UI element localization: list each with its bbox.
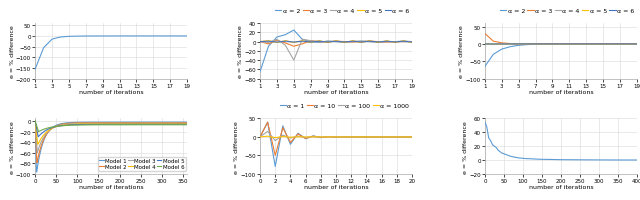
Legend: α = 1, α = 10, α = 100, α = 1000: α = 1, α = 10, α = 100, α = 1000 [277,101,412,111]
Y-axis label: e = % difference: e = % difference [238,25,243,78]
Y-axis label: e = % difference: e = % difference [234,120,239,173]
X-axis label: number of iterations: number of iterations [304,90,368,95]
X-axis label: number of iterations: number of iterations [529,185,593,189]
Legend: α = 2, α = 3, α = 4, α = 5, α = 6: α = 2, α = 3, α = 4, α = 5, α = 6 [497,6,637,16]
X-axis label: number of iterations: number of iterations [529,90,593,95]
Legend: Model 1, Model 2, Model 3, Model 4, Model 5, Model 6: Model 1, Model 2, Model 3, Model 4, Mode… [98,157,186,171]
Y-axis label: e = % difference: e = % difference [460,25,464,78]
X-axis label: number of iterations: number of iterations [79,185,143,189]
X-axis label: number of iterations: number of iterations [79,90,143,95]
Legend: α = 2, α = 3, α = 4, α = 5, α = 6: α = 2, α = 3, α = 4, α = 5, α = 6 [273,6,412,16]
X-axis label: number of iterations: number of iterations [304,185,368,189]
Y-axis label: e = % difference: e = % difference [10,120,15,173]
Y-axis label: e = % difference: e = % difference [463,120,468,173]
Y-axis label: e = % difference: e = % difference [10,25,15,78]
